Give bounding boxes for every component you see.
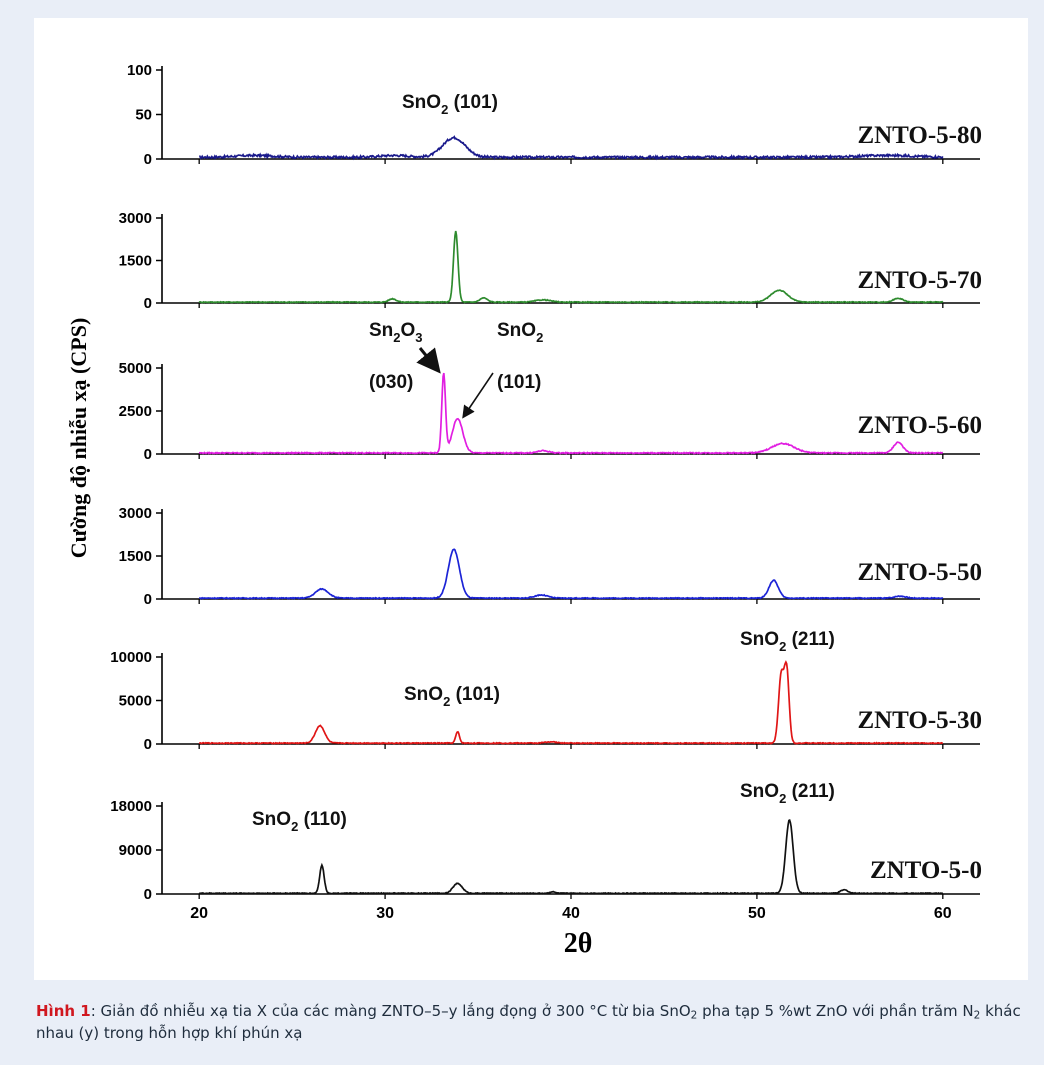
y-tick-label: 10000: [110, 649, 152, 666]
y-tick-label: 0: [144, 151, 152, 168]
annotation-sno2-110-0: SnO2 (110): [252, 809, 347, 834]
caption-text-3: khác nhau (y) trong hỗn hợp khí phún xạ: [36, 1002, 1021, 1042]
y-tick-label: 5000: [119, 693, 152, 710]
panel-znto-5-50: 3000 1500 0 ZNTO-5-50: [119, 505, 982, 608]
annotation-030: (030): [369, 372, 413, 393]
annotation-sno2-101-top: SnO2 (101): [402, 92, 498, 117]
y-tick-label: 5000: [119, 360, 152, 377]
series-label: ZNTO-5-30: [857, 707, 982, 734]
y-tick-label: 2500: [119, 403, 152, 420]
series-line: [199, 548, 944, 600]
caption-sub-b: 2: [973, 1009, 981, 1022]
panel-znto-5-30: 10000 5000 0 ZNTO-5-30: [110, 649, 982, 753]
caption-text-2: pha tạp 5 %wt ZnO với phần trăm N: [697, 1002, 974, 1020]
arrow-sno2-101: [462, 372, 494, 419]
figure-caption: Hình 1: Giản đồ nhiễu xạ tia X của các m…: [36, 1000, 1026, 1044]
x-axis: 20 30 40 50 60: [190, 905, 952, 922]
y-tick-label: 1500: [119, 548, 152, 565]
annotation-sno2-101-30: SnO2 (101): [404, 684, 500, 709]
annotation-sno2-211-0: SnO2 (211): [740, 781, 835, 806]
panel-znto-5-0: 18000 9000 0 ZNTO-5-0: [110, 798, 982, 903]
annotation-101-60: (101): [497, 372, 541, 393]
annotation-sn2o3: Sn2O3: [369, 320, 423, 345]
y-tick-label: 0: [144, 886, 152, 903]
series-label: ZNTO-5-80: [857, 122, 982, 149]
xrd-chart: 100500ZNTO-5-80300015000ZNTO-5-705000250…: [66, 62, 982, 959]
y-tick-label: 9000: [119, 842, 152, 859]
panels-layer: 100 50 0 ZNTO-5-80 3000 1500 0 ZNTO-5-70 5000 250…: [110, 62, 982, 903]
y-tick-label: 0: [144, 295, 152, 312]
y-tick-label: 3000: [119, 210, 152, 227]
y-axis-label: Cường độ nhiễu xạ (CPS): [66, 318, 91, 559]
y-tick-label: 18000: [110, 798, 152, 815]
x-tick-label: 50: [748, 905, 766, 922]
series-line: [198, 660, 943, 745]
y-tick-label: 3000: [119, 505, 152, 522]
panel-znto-5-60: 5000 2500 0 ZNTO-5-60: [119, 360, 982, 463]
series-label: ZNTO-5-0: [870, 857, 982, 884]
series-label: ZNTO-5-70: [857, 267, 982, 294]
annotation-sno2-60: SnO2: [497, 320, 543, 345]
arrow-sn2o3: [416, 347, 441, 374]
y-tick-label: 0: [144, 736, 152, 753]
y-tick-label: 100: [127, 62, 152, 79]
x-axis-label: 2θ: [564, 928, 593, 959]
x-tick-label: 40: [562, 905, 580, 922]
annotation-sno2-211-30: SnO2 (211): [740, 629, 835, 654]
series-line: [198, 819, 944, 895]
series-line: [199, 135, 944, 161]
y-tick-label: 1500: [119, 253, 152, 270]
caption-label: Hình 1: [36, 1002, 91, 1020]
y-tick-label: 50: [135, 107, 152, 124]
series-line: [198, 372, 944, 455]
panel-znto-5-70: 3000 1500 0 ZNTO-5-70: [119, 210, 982, 312]
figure-panel: 100 50 0 ZNTO-5-80 3000 1500 0 ZNTO-5-70 5000 250…: [34, 18, 1028, 980]
x-tick-label: 20: [190, 905, 208, 922]
caption-sub-a: 2: [690, 1009, 698, 1022]
y-tick-label: 0: [144, 591, 152, 608]
series-line: [198, 230, 944, 304]
series-label: ZNTO-5-60: [857, 412, 982, 439]
x-tick-label: 60: [934, 905, 952, 922]
caption-text-1: : Giản đồ nhiễu xạ tia X của các màng ZN…: [90, 1002, 691, 1020]
series-label: ZNTO-5-50: [857, 559, 982, 586]
x-tick-label: 30: [376, 905, 394, 922]
y-tick-label: 0: [144, 446, 152, 463]
panel-znto-5-80: 100 50 0 ZNTO-5-80: [127, 62, 982, 168]
